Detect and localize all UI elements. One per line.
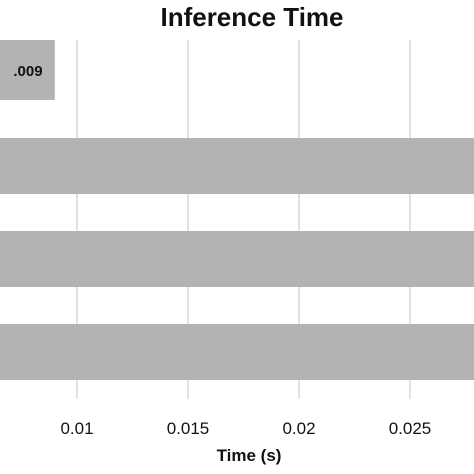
bar (0, 324, 474, 380)
x-tick-label: 0.015 (167, 419, 210, 438)
chart-title: Inference Time (160, 2, 343, 32)
x-axis-label: Time (s) (217, 446, 282, 465)
bar-value-label: .009 (13, 63, 42, 80)
x-tick-labels: 0.01 0.015 0.02 0.025 (60, 419, 431, 438)
x-tick-label: 0.02 (282, 419, 315, 438)
bar (0, 138, 474, 194)
x-tick-label: 0.025 (389, 419, 432, 438)
bar (0, 231, 474, 287)
x-tick-label: 0.01 (60, 419, 93, 438)
bar (0, 40, 55, 100)
data-labels: .009 (13, 63, 42, 80)
bars (0, 40, 474, 380)
